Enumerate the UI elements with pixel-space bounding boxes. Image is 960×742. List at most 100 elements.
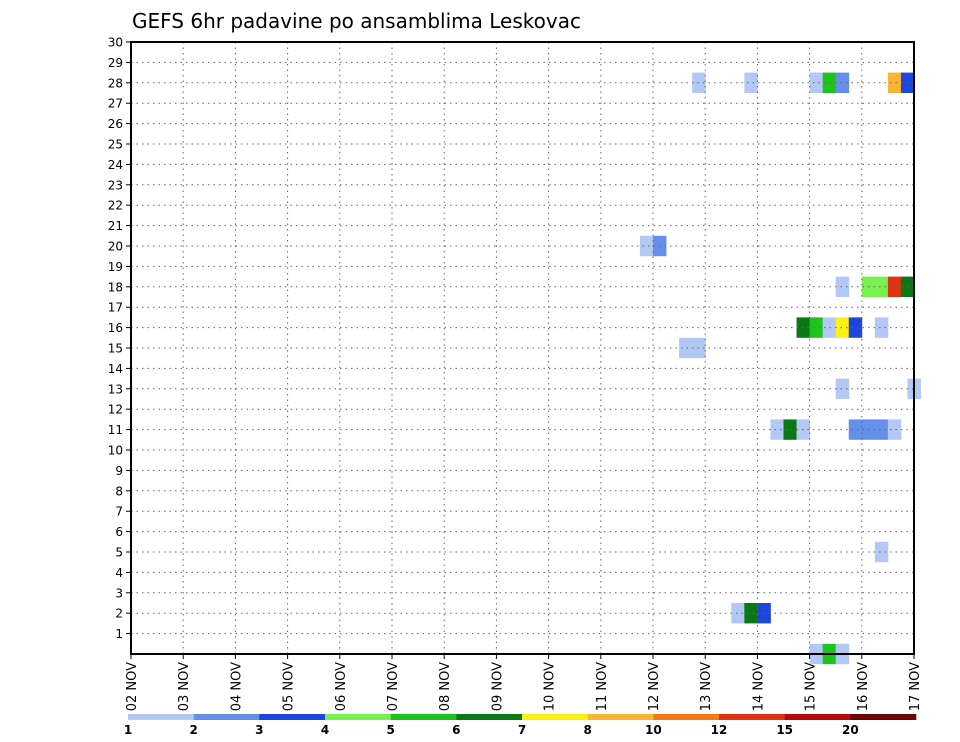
colorbar-swatch bbox=[390, 714, 457, 720]
y-tick-label: 26 bbox=[108, 117, 123, 131]
x-tick-label: 02 NOV bbox=[125, 662, 140, 711]
colorbar-swatch bbox=[784, 714, 851, 720]
colorbar-label: 7 bbox=[518, 723, 526, 737]
precip-cell bbox=[835, 276, 850, 297]
x-tick-label: 13 NOV bbox=[699, 662, 714, 711]
x-tick-label: 16 NOV bbox=[856, 662, 871, 711]
y-tick-label: 5 bbox=[115, 546, 123, 560]
y-tick-label: 28 bbox=[108, 76, 123, 90]
precip-cell bbox=[783, 419, 797, 440]
x-tick-label: 07 NOV bbox=[386, 662, 401, 711]
precip-cell bbox=[887, 276, 902, 297]
precip-cell bbox=[822, 72, 837, 93]
y-tick-label: 12 bbox=[108, 403, 123, 417]
colorbar-swatch bbox=[193, 714, 260, 720]
precip-cell bbox=[887, 419, 902, 440]
y-tick-label: 10 bbox=[108, 444, 123, 458]
precip-cell bbox=[809, 72, 824, 93]
x-tick-label: 03 NOV bbox=[177, 662, 192, 711]
colorbar-swatch bbox=[456, 714, 523, 720]
x-tick-label: 15 NOV bbox=[804, 662, 819, 711]
chart-title: GEFS 6hr padavine po ansamblima Leskovac bbox=[132, 9, 581, 33]
colorbar-swatch bbox=[587, 714, 654, 720]
x-tick-label: 11 NOV bbox=[595, 662, 610, 711]
colorbar-label: 12 bbox=[711, 723, 728, 737]
precip-cell bbox=[874, 541, 889, 563]
precip-cell bbox=[835, 378, 850, 399]
colorbar-swatch bbox=[522, 714, 588, 720]
y-tick-label: 8 bbox=[115, 484, 123, 498]
colorbar-swatch bbox=[325, 714, 391, 720]
precip-cell bbox=[639, 235, 654, 257]
y-tick-label: 15 bbox=[108, 342, 123, 356]
y-tick-label: 24 bbox=[108, 158, 123, 172]
y-tick-label: 1 bbox=[115, 627, 123, 641]
y-tick-label: 11 bbox=[108, 423, 123, 437]
precip-cell bbox=[744, 72, 758, 93]
y-tick-label: 29 bbox=[108, 56, 123, 70]
precip-cell bbox=[835, 317, 850, 338]
y-tick-label: 25 bbox=[108, 138, 123, 152]
precip-cell bbox=[731, 603, 745, 624]
x-tick-label: 05 NOV bbox=[282, 662, 297, 711]
grid-lines bbox=[131, 42, 914, 654]
x-tick-label: 10 NOV bbox=[543, 662, 558, 711]
precip-cell bbox=[835, 72, 850, 93]
precip-cell bbox=[809, 317, 824, 338]
y-tick-label: 18 bbox=[108, 280, 123, 294]
colorbar-swatch bbox=[653, 714, 720, 720]
y-tick-label: 21 bbox=[108, 219, 123, 233]
colorbar-label: 3 bbox=[255, 723, 263, 737]
colorbar-label: 15 bbox=[776, 723, 793, 737]
precip-cell bbox=[679, 337, 693, 359]
y-tick-label: 7 bbox=[115, 505, 123, 519]
colorbar-swatch bbox=[259, 714, 326, 720]
precip-cell bbox=[848, 317, 863, 338]
colorbar-label: 5 bbox=[386, 723, 394, 737]
y-tick-label: 4 bbox=[115, 566, 123, 580]
y-tick-label: 30 bbox=[108, 36, 123, 50]
y-tick-label: 20 bbox=[108, 240, 123, 254]
y-tick-label: 27 bbox=[108, 97, 123, 111]
precip-cell bbox=[874, 317, 889, 338]
x-tick-label: 12 NOV bbox=[647, 662, 662, 711]
colorbar-swatch bbox=[719, 714, 785, 720]
y-tick-label: 6 bbox=[115, 525, 123, 539]
x-tick-label: 08 NOV bbox=[438, 662, 453, 711]
x-tick-label: 09 NOV bbox=[490, 662, 505, 711]
colorbar-label: 20 bbox=[842, 723, 859, 737]
y-tick-label: 17 bbox=[108, 301, 123, 315]
y-tick-label: 16 bbox=[108, 321, 123, 335]
colorbar: 1 2 3 4 5 6 7 8 10 12 15 20 bbox=[124, 714, 917, 737]
y-tick-label: 23 bbox=[108, 178, 123, 192]
colorbar-label: 4 bbox=[321, 723, 329, 737]
x-tick-label: 04 NOV bbox=[229, 662, 244, 711]
y-tick-label: 9 bbox=[115, 464, 123, 478]
colorbar-swatch bbox=[850, 714, 917, 720]
colorbar-label: 10 bbox=[645, 723, 662, 737]
precip-cell bbox=[874, 276, 889, 297]
y-axis: 1234567891011121314151617181920212223242… bbox=[108, 36, 131, 641]
y-tick-label: 3 bbox=[115, 586, 123, 600]
y-tick-label: 22 bbox=[108, 199, 123, 213]
colorbar-label: 6 bbox=[452, 723, 460, 737]
colorbar-label: 2 bbox=[189, 723, 197, 737]
precip-cell bbox=[770, 419, 784, 440]
precip-cell bbox=[848, 419, 863, 440]
x-tick-label: 17 NOV bbox=[908, 662, 923, 711]
y-tick-label: 2 bbox=[115, 607, 123, 621]
colorbar-label: 8 bbox=[583, 723, 591, 737]
precip-cell bbox=[744, 603, 758, 624]
x-axis: 02 NOV 03 NOV 04 NOV 05 NOV 06 NOV 07 NOV 08 N… bbox=[125, 654, 923, 711]
x-tick-label: 06 NOV bbox=[334, 662, 349, 711]
colorbar-swatch bbox=[128, 714, 194, 720]
y-tick-label: 14 bbox=[108, 362, 123, 376]
y-tick-label: 19 bbox=[108, 260, 123, 274]
precip-cell bbox=[874, 419, 889, 440]
x-tick-label: 14 NOV bbox=[751, 662, 766, 711]
precip-cell bbox=[822, 317, 837, 338]
precip-cell bbox=[887, 72, 902, 93]
y-tick-label: 13 bbox=[108, 382, 123, 396]
colorbar-label: 1 bbox=[124, 723, 132, 737]
